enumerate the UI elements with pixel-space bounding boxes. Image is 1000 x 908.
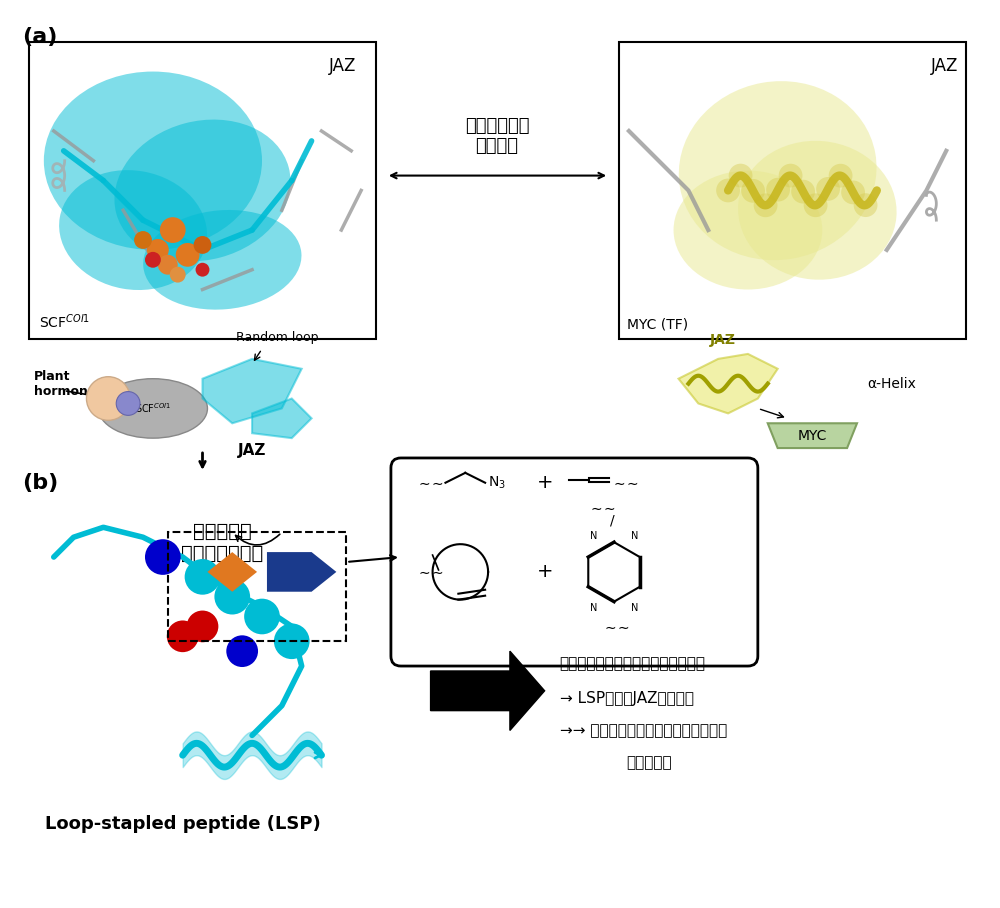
Circle shape	[226, 636, 258, 667]
Text: → LSPを含むJAZの半合成: → LSPを含むJAZの半合成	[560, 691, 694, 706]
Text: MYC (TF): MYC (TF)	[627, 317, 688, 331]
Text: N: N	[590, 531, 597, 541]
Circle shape	[244, 598, 280, 635]
Text: JAZ: JAZ	[931, 56, 958, 74]
FancyBboxPatch shape	[29, 42, 376, 339]
Polygon shape	[203, 359, 302, 423]
Text: N: N	[631, 603, 639, 613]
Circle shape	[766, 178, 790, 202]
Ellipse shape	[679, 81, 877, 260]
Circle shape	[194, 236, 211, 254]
Text: SCF$^{COI1}$: SCF$^{COI1}$	[39, 312, 90, 331]
Circle shape	[196, 262, 209, 277]
Ellipse shape	[59, 170, 207, 290]
Text: Loop-stapled peptide (LSP): Loop-stapled peptide (LSP)	[45, 814, 321, 833]
Polygon shape	[679, 354, 778, 413]
Ellipse shape	[114, 120, 291, 262]
FancyBboxPatch shape	[619, 42, 966, 339]
Text: $\sim\!\!\sim$: $\sim\!\!\sim$	[611, 476, 638, 489]
Circle shape	[158, 255, 178, 274]
Circle shape	[816, 177, 840, 201]
Circle shape	[145, 539, 181, 575]
Circle shape	[116, 391, 140, 415]
Ellipse shape	[674, 171, 822, 290]
Circle shape	[86, 377, 130, 420]
Text: +: +	[536, 473, 553, 492]
Text: SCF$^{COI1}$: SCF$^{COI1}$	[135, 401, 171, 415]
Text: 相手に応じて
構造変化: 相手に応じて 構造変化	[465, 116, 529, 155]
Text: $\sim\!\!\sim$: $\sim\!\!\sim$	[416, 476, 443, 489]
Polygon shape	[431, 651, 545, 730]
Text: N: N	[631, 531, 639, 541]
Text: Plant
hormone: Plant hormone	[34, 370, 96, 398]
FancyBboxPatch shape	[391, 458, 758, 666]
Circle shape	[187, 610, 218, 642]
Text: +: +	[536, 562, 553, 581]
Circle shape	[791, 180, 815, 203]
Text: 生体直交性
有機反応で連結: 生体直交性 有機反応で連結	[181, 522, 263, 563]
Polygon shape	[768, 423, 857, 448]
Circle shape	[716, 179, 740, 202]
Circle shape	[160, 217, 186, 243]
Text: α-Helix: α-Helix	[867, 377, 916, 390]
Circle shape	[274, 624, 310, 659]
Text: 詳㑿解析へ: 詳㑿解析へ	[626, 755, 672, 770]
Circle shape	[741, 179, 765, 202]
Text: $\sim\!\!\sim$: $\sim\!\!\sim$	[588, 500, 616, 515]
Text: $\sim\!\!\sim$: $\sim\!\!\sim$	[416, 565, 443, 579]
Text: N$_3$: N$_3$	[488, 475, 506, 491]
Polygon shape	[252, 399, 312, 439]
Text: (a): (a)	[22, 27, 57, 47]
Circle shape	[829, 163, 852, 188]
Circle shape	[841, 181, 865, 204]
Polygon shape	[207, 552, 257, 592]
Text: JAZ: JAZ	[710, 333, 736, 347]
Text: →→ 植物ホルモンのユビキチンコード: →→ 植物ホルモンのユビキチンコード	[560, 724, 727, 738]
Ellipse shape	[44, 72, 262, 250]
Ellipse shape	[98, 379, 207, 439]
Circle shape	[779, 163, 802, 187]
Text: N: N	[590, 603, 597, 613]
Circle shape	[167, 620, 199, 652]
Ellipse shape	[143, 210, 301, 310]
Circle shape	[804, 193, 827, 217]
Circle shape	[754, 193, 777, 217]
Circle shape	[185, 559, 220, 595]
Circle shape	[214, 578, 250, 615]
Circle shape	[170, 267, 186, 282]
Text: Random loop: Random loop	[236, 331, 318, 344]
Text: $\sim\!\!\sim$: $\sim\!\!\sim$	[602, 619, 630, 634]
Text: (b): (b)	[22, 473, 58, 493]
Circle shape	[729, 163, 752, 187]
Circle shape	[854, 193, 877, 217]
Ellipse shape	[738, 141, 897, 280]
Text: JAZ: JAZ	[238, 443, 266, 459]
Text: /: /	[610, 513, 614, 528]
Text: ユビキチンリガーゼへの選択的結合: ユビキチンリガーゼへの選択的結合	[560, 656, 706, 671]
Circle shape	[145, 252, 161, 268]
Circle shape	[134, 231, 152, 249]
Circle shape	[147, 239, 169, 261]
Circle shape	[176, 243, 200, 267]
Text: JAZ: JAZ	[329, 56, 356, 74]
Polygon shape	[267, 552, 336, 592]
Text: MYC: MYC	[798, 429, 827, 443]
